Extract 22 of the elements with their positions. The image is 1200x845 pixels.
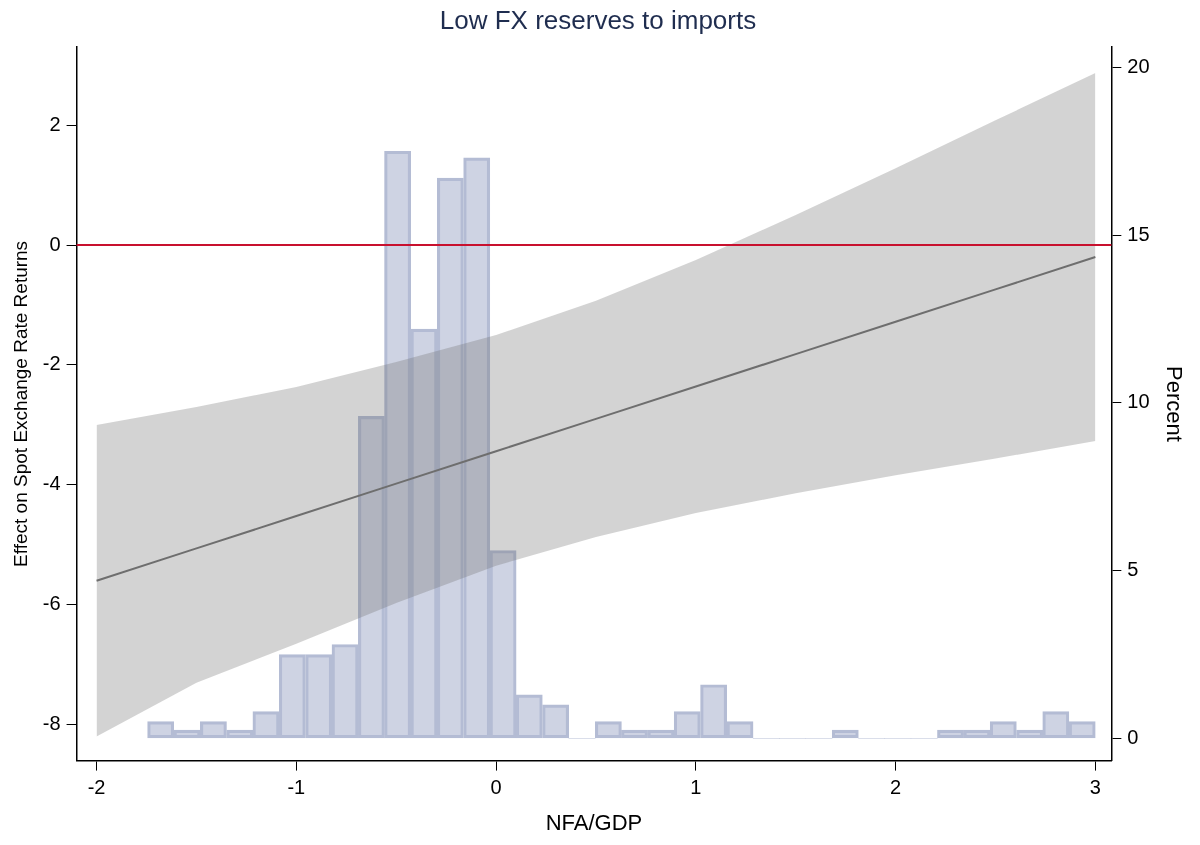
y2-tick-label: 0	[1127, 725, 1139, 748]
y2-tick-label: 10	[1127, 390, 1150, 413]
y-tick-label: -8	[42, 712, 61, 735]
y-tick-label: 0	[49, 232, 61, 255]
y-axis-title: Effect on Spot Exchange Rate Returns	[9, 240, 31, 567]
y-tick-label: -6	[42, 592, 61, 615]
x-tick-label: -2	[87, 776, 106, 799]
bar	[831, 729, 859, 739]
x-tick-label: 2	[890, 776, 902, 799]
x-tick-label: 1	[690, 776, 702, 799]
y2-tick-label: 20	[1127, 54, 1150, 77]
x-axis-title: NFA/GDP	[545, 809, 643, 835]
chart-title: Low FX reserves to imports	[439, 4, 757, 35]
y2-axis-title: Percent	[1161, 365, 1187, 442]
y2-tick-label: 15	[1127, 222, 1150, 245]
y2-tick-label: 5	[1127, 558, 1139, 581]
x-tick-label: 3	[1089, 776, 1101, 799]
y-tick-label: 2	[49, 112, 61, 135]
y-tick-label: -2	[42, 352, 61, 375]
x-tick-label: 0	[490, 776, 502, 799]
y-tick-label: -4	[42, 472, 61, 495]
x-tick-label: -1	[287, 776, 306, 799]
